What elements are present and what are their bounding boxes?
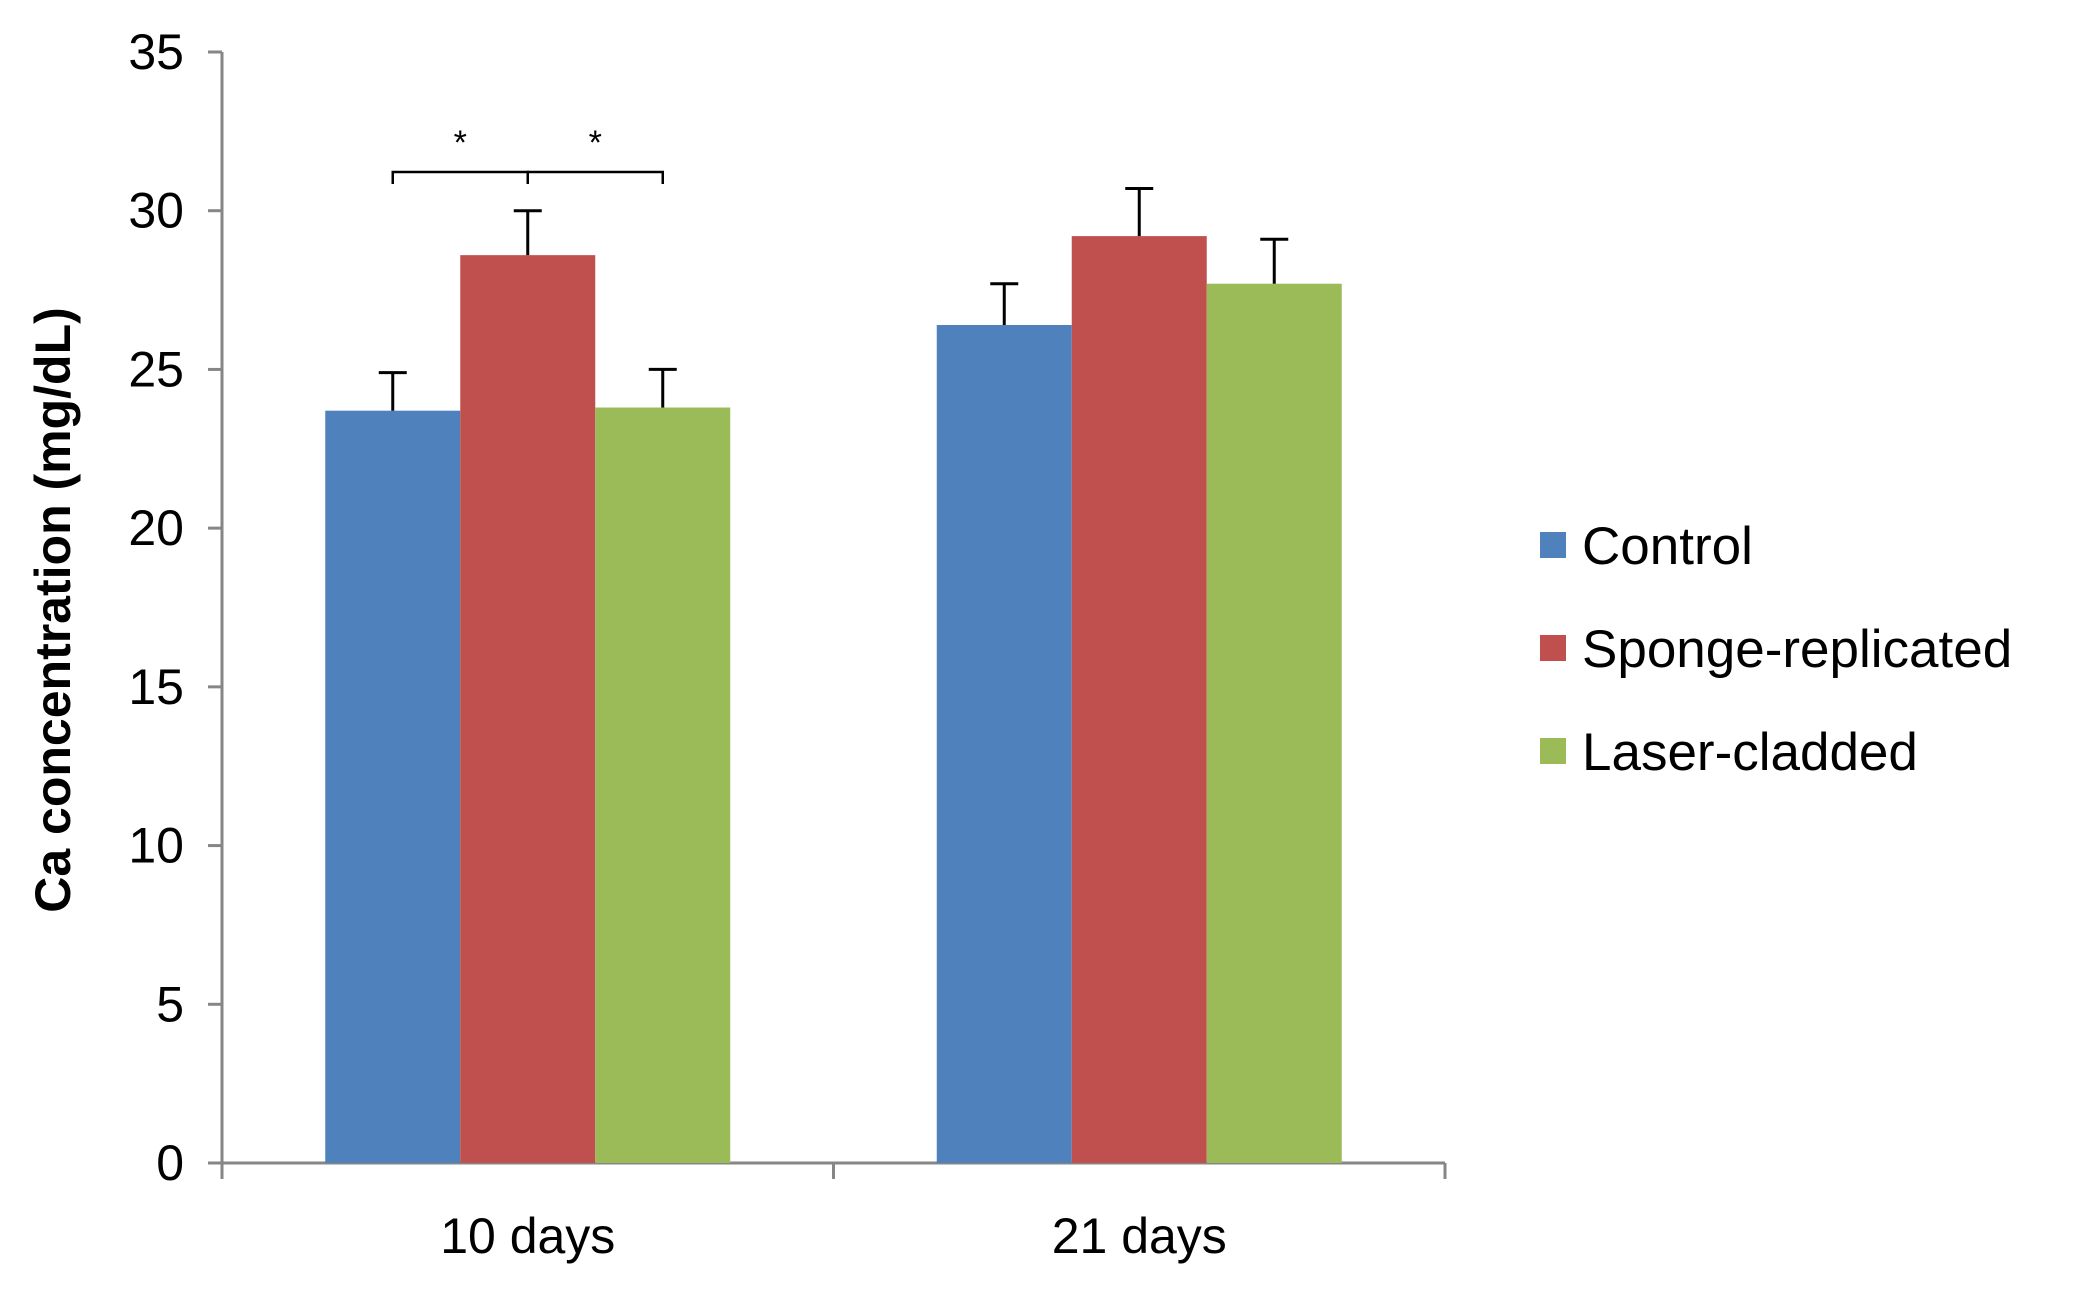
chart-bars [325,236,1342,1163]
legend-label-control: Control [1582,517,1753,576]
y-tick-label: 0 [156,1135,184,1191]
legend-swatch-laser-cladded [1540,738,1566,764]
x-tick-label: 21 days [1052,1208,1227,1264]
legend-swatch-control [1540,532,1566,558]
legend-label-laser-cladded: Laser-cladded [1582,723,1918,782]
legend-label-sponge-replicated: Sponge-replicated [1582,620,2012,679]
legend: Control Sponge-replicated Laser-cladded [1540,517,2012,782]
bar-sponge-replicated-10-days [460,255,596,1163]
significance-bracket [526,170,664,184]
y-tick-label: 20 [128,500,184,556]
significance-label: * [589,124,602,162]
bar-control-10-days [325,410,461,1163]
y-tick-label: 10 [128,818,184,874]
significance-label: * [454,124,467,162]
bar-laser-cladded-10-days [595,407,731,1163]
bar-control-21-days [936,324,1072,1163]
legend-swatch-sponge-replicated [1540,635,1566,661]
y-axis-title: Ca concentration (mg/dL) [25,307,81,913]
chart-error-bars [378,186,1289,411]
x-tick-label: 10 days [440,1208,615,1264]
y-tick-label: 5 [156,976,184,1032]
significance-annotations: * * [391,124,664,184]
bar-sponge-replicated-21-days [1071,236,1207,1163]
y-tick-label: 35 [128,24,184,80]
y-tick-label: 25 [128,341,184,397]
y-tick-label: 30 [128,183,184,239]
bar-laser-cladded-21-days [1206,283,1342,1163]
significance-bracket [391,170,529,184]
chart-axes: 0 5 10 15 20 25 30 35 10 days 21 days [128,24,1447,1264]
y-tick-label: 15 [128,659,184,715]
